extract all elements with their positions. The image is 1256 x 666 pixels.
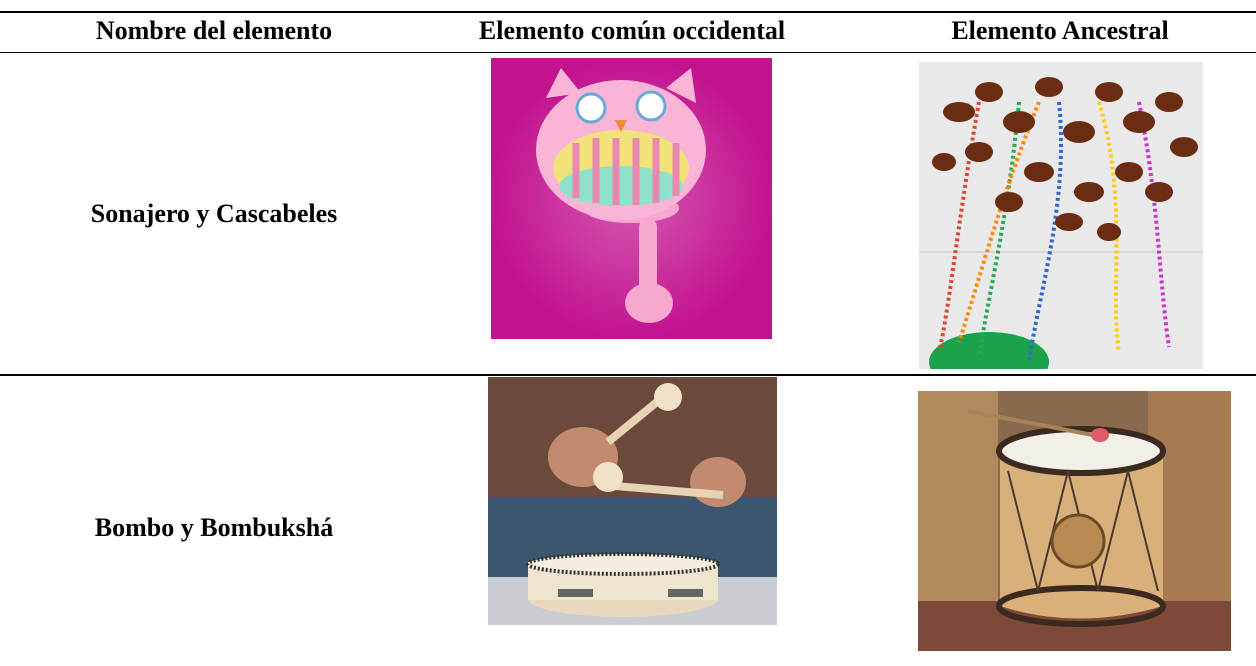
top-rule (0, 11, 1256, 13)
column-header: Elemento Ancestral (951, 16, 1169, 45)
row-label: Bombo y Bombukshá (94, 513, 334, 542)
rattle-photo (491, 58, 772, 339)
column-header: Nombre del elemento (95, 16, 333, 45)
bombo-photo (488, 377, 777, 625)
row-label: Sonajero y Cascabeles (90, 199, 338, 228)
bombukshá-photo (918, 391, 1231, 651)
cascabeles-photo (919, 62, 1203, 369)
row-rule (0, 374, 1256, 376)
column-header: Elemento común occidental (478, 16, 786, 45)
header-rule (0, 52, 1256, 53)
